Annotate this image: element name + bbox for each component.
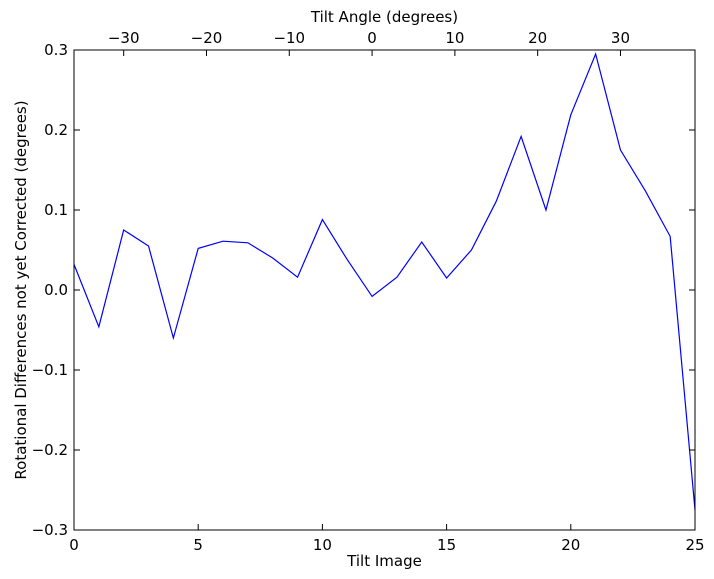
series-layer xyxy=(73,52,696,511)
y-tick-label: 0.2 xyxy=(44,121,68,139)
y-axis-label: Rotational Differences not yet Corrected… xyxy=(12,100,30,479)
top-tick-label: −10 xyxy=(273,29,305,47)
series-line xyxy=(73,52,696,511)
plot-frame xyxy=(73,49,696,531)
x-tick-label: 10 xyxy=(313,536,332,554)
ticks-layer: 0 5 10 15 20 25 −0.3 −0.2 −0.1 0.0 0.1 0.2 0.3 −30 −20… xyxy=(32,29,705,554)
y-tick-label: 0.3 xyxy=(44,41,68,59)
top-tick-label: 0 xyxy=(367,29,377,47)
y-tick-label: 0.0 xyxy=(44,281,68,299)
x-tick-label: 20 xyxy=(561,536,580,554)
y-tick-label: −0.3 xyxy=(32,521,68,539)
top-tick-label: 30 xyxy=(611,29,630,47)
top-tick-label: 20 xyxy=(528,29,547,47)
x-tick-label: 15 xyxy=(437,536,456,554)
top-axis-label: Tilt Angle (degrees) xyxy=(310,8,458,26)
y-tick-label: −0.2 xyxy=(32,441,68,459)
top-tick-label: 10 xyxy=(445,29,464,47)
top-tick-label: −20 xyxy=(191,29,223,47)
y-tick-label: 0.1 xyxy=(44,201,68,219)
x-tick-label: 0 xyxy=(69,536,79,554)
x-axis-label: Tilt Image xyxy=(346,552,422,570)
x-tick-label: 25 xyxy=(685,536,704,554)
top-tick-label: −30 xyxy=(108,29,140,47)
x-tick-label: 5 xyxy=(193,536,203,554)
y-tick-label: −0.1 xyxy=(32,361,68,379)
